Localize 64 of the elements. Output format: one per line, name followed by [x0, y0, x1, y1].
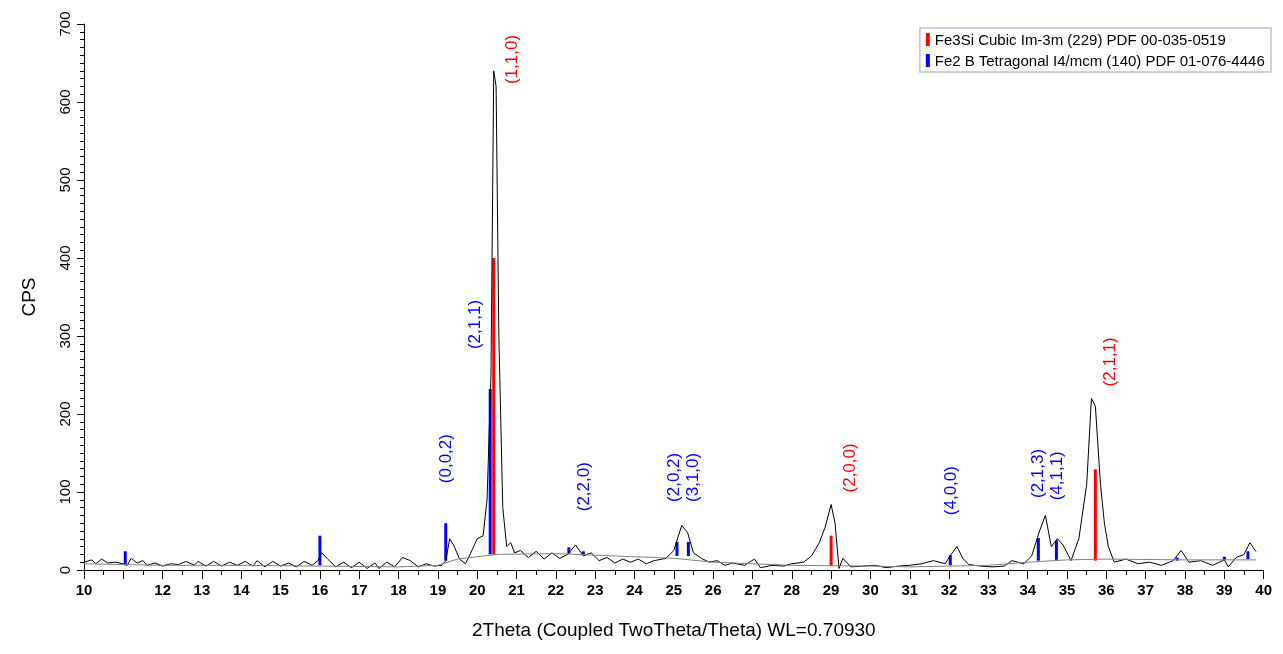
x-tick-label: 27 [744, 581, 761, 598]
x-tick-label: 19 [429, 581, 447, 598]
annotation: (4,0,0) [940, 466, 960, 516]
legend-label: Fe2 B Tetragonal I4/mcm (140) PDF 01-076-4446 [934, 52, 1265, 69]
y-tick-label: 500 [56, 167, 73, 193]
bar [1036, 538, 1040, 561]
x-tick-label: 30 [862, 581, 879, 598]
x-tick-label: 33 [980, 581, 997, 598]
x-tick-label: 39 [1215, 581, 1233, 598]
x-tick-label: 36 [1098, 581, 1115, 598]
x-tick-label: 15 [272, 581, 289, 598]
x-tick-label: 31 [901, 581, 919, 598]
annotation: (2,1,1) [1099, 337, 1119, 387]
x-tick-label: 17 [350, 581, 368, 598]
bar [1246, 551, 1250, 560]
x-tick-label: 28 [783, 581, 801, 598]
x-tick-label: 12 [154, 581, 171, 598]
x-tick-label: 32 [940, 581, 958, 598]
y-tick-label: 200 [56, 401, 73, 427]
x-tick-label: 25 [665, 581, 683, 598]
x-tick-label: 38 [1176, 581, 1194, 598]
bar [123, 551, 127, 566]
x-tick-label: 34 [1019, 581, 1037, 598]
x-tick-label: 26 [704, 581, 722, 598]
x-tick-label: 35 [1058, 581, 1076, 598]
annotation: (4,1,1) [1047, 451, 1067, 501]
x-tick-label: 22 [547, 581, 565, 598]
y-tick-label: 400 [56, 245, 73, 271]
y-tick-label: 300 [56, 323, 73, 349]
bar [444, 523, 448, 561]
bar [492, 258, 496, 555]
bar [1054, 540, 1058, 560]
annotation: (2,0,2) [663, 452, 683, 502]
x-tick-label: 21 [508, 581, 525, 598]
x-tick-label: 23 [586, 581, 604, 598]
x-tick-label: 37 [1137, 581, 1155, 598]
x-tick-label: 20 [468, 581, 486, 598]
annotation: (2,2,0) [573, 462, 593, 512]
annotation: (2,0,0) [839, 443, 859, 493]
bar [948, 555, 952, 566]
legend-label: Fe3Si Cubic Im-3m (229) PDF 00-035-0519 [934, 31, 1226, 48]
x-tick-label: 13 [193, 581, 211, 598]
x-axis-title: 2Theta (Coupled TwoTheta/Theta) WL=0.70930 [472, 619, 876, 640]
bar [829, 535, 833, 567]
y-tick-label: 600 [56, 89, 73, 115]
y-tick-label: 0 [56, 565, 73, 575]
annotation: (0,0,2) [436, 434, 456, 484]
bar [1093, 469, 1097, 561]
x-tick-label: 40 [1255, 581, 1272, 598]
x-tick-label: 29 [822, 581, 840, 598]
annotation: (3,1,0) [682, 452, 702, 502]
annotation: (1,1,0) [502, 34, 522, 84]
x-tick-label: 18 [390, 581, 407, 598]
annotation: (2,1,1) [464, 299, 484, 350]
x-tick-label: 24 [626, 581, 644, 598]
x-tick-label: 14 [232, 581, 251, 598]
bar [686, 541, 690, 556]
x-tick-label: 16 [311, 581, 329, 598]
y-tick-label: 700 [56, 11, 73, 37]
y-axis-title: CPS [18, 277, 39, 317]
x-tick-label: 10 [75, 581, 93, 598]
line-series [83, 553, 1257, 568]
y-tick-label: 100 [56, 479, 73, 505]
annotation: (2,1,3) [1028, 448, 1048, 499]
